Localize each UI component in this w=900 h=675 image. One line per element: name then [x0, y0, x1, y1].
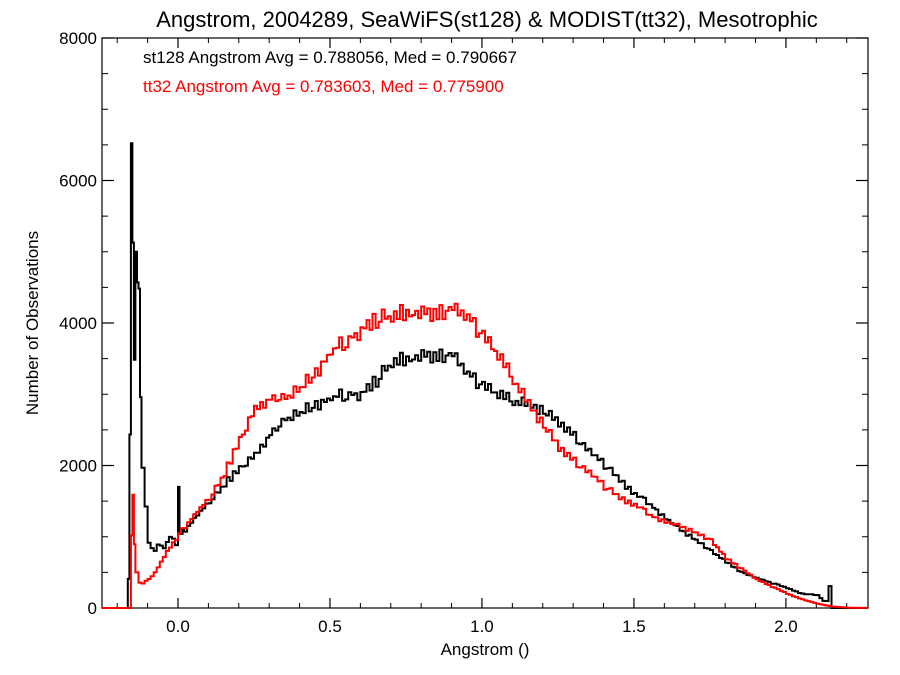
series-tt32-line	[102, 302, 868, 609]
plot-area	[101, 37, 869, 609]
y-tick-label: 6000	[59, 172, 97, 191]
x-tick-label: 1.5	[622, 617, 646, 636]
x-tick-label: 1.0	[470, 617, 494, 636]
x-axis-label: Angstrom ()	[441, 640, 530, 659]
annotation-st128: st128 Angstrom Avg = 0.788056, Med = 0.7…	[143, 48, 517, 67]
x-tick-label: 0.0	[166, 617, 190, 636]
series-group	[102, 142, 868, 609]
annotation-tt32: tt32 Angstrom Avg = 0.783603, Med = 0.77…	[143, 77, 504, 96]
y-tick-label: 0	[88, 599, 97, 618]
y-tick-label: 2000	[59, 457, 97, 476]
chart-title: Angstrom, 2004289, SeaWiFS(st128) & MODI…	[156, 7, 817, 32]
y-axis-label: Number of Observations	[23, 231, 42, 415]
series-st128-line	[102, 142, 868, 609]
x-tick-label: 2.0	[774, 617, 798, 636]
x-tick-label: 0.5	[318, 617, 342, 636]
y-tick-label: 8000	[59, 29, 97, 48]
axis-ticks: 0.0 0.5 1.0 1.5 2.0 0 2000 4000 6000 8000	[59, 29, 868, 636]
y-tick-label: 4000	[59, 314, 97, 333]
